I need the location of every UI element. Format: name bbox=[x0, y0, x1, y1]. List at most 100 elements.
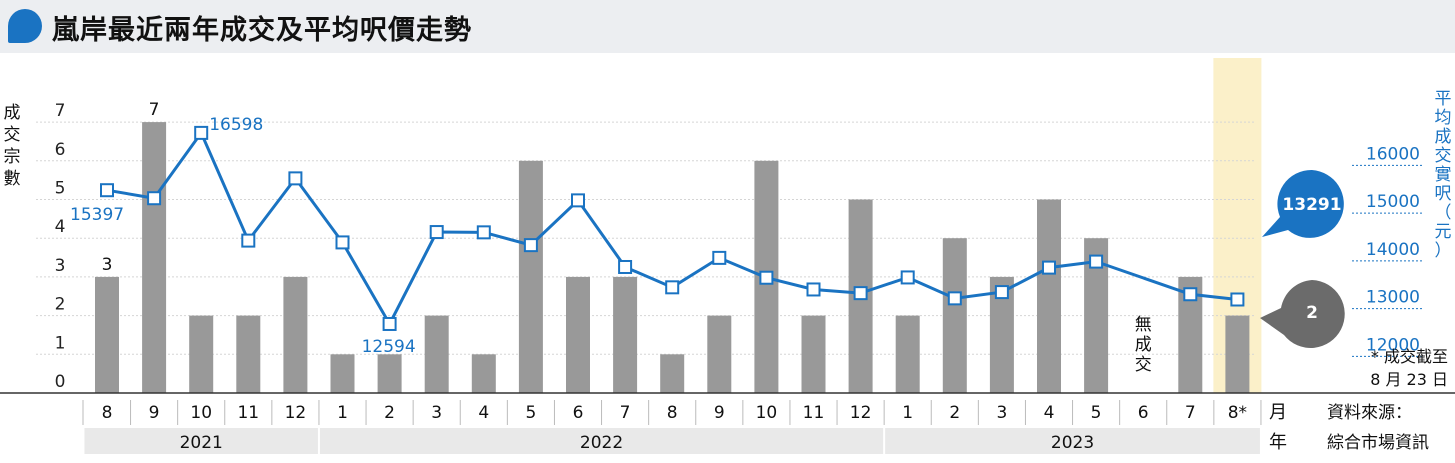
left-tick-label: 1 bbox=[55, 333, 66, 353]
right-tick-label: 14000 bbox=[1366, 240, 1420, 260]
month-axis-label: 月 bbox=[1269, 402, 1287, 423]
price-marker bbox=[288, 171, 303, 186]
no-deal-label: 成 bbox=[1135, 335, 1152, 355]
month-label: 4 bbox=[478, 403, 489, 423]
count-callout-label: 2 bbox=[1306, 303, 1318, 323]
left-axis-label: 宗 bbox=[4, 147, 21, 167]
bar-value-label: 3 bbox=[102, 255, 113, 275]
left-tick-label: 3 bbox=[55, 256, 66, 276]
price-marker bbox=[1089, 254, 1104, 269]
bar bbox=[1225, 315, 1250, 393]
bar bbox=[566, 276, 590, 393]
chart-area: 01234567120001300014000150001600037無成交15… bbox=[0, 58, 1455, 454]
right-axis-label: 實 bbox=[1435, 165, 1452, 185]
bar bbox=[236, 315, 261, 393]
left-tick-label: 6 bbox=[55, 140, 66, 160]
right-axis-label: 均 bbox=[1435, 108, 1452, 128]
year-band bbox=[885, 428, 1260, 454]
bar bbox=[801, 315, 826, 393]
year-band bbox=[84, 428, 318, 454]
bar bbox=[707, 315, 732, 393]
month-label: 9 bbox=[149, 403, 160, 423]
price-marker bbox=[806, 282, 821, 297]
price-marker bbox=[900, 270, 915, 285]
price-marker bbox=[665, 280, 680, 295]
price-marker bbox=[759, 270, 774, 285]
price-marker bbox=[335, 235, 350, 250]
month-label: 4 bbox=[1044, 403, 1055, 423]
year-band bbox=[319, 428, 884, 454]
month-label: 10 bbox=[756, 403, 778, 423]
price-marker bbox=[618, 259, 633, 274]
bar bbox=[1037, 199, 1061, 393]
bar bbox=[95, 276, 119, 393]
bar bbox=[283, 276, 308, 393]
left-tick-label: 5 bbox=[55, 179, 66, 199]
month-label: 8* bbox=[1228, 403, 1247, 423]
speech-bubble-icon bbox=[8, 9, 42, 43]
right-axis-label: 元 bbox=[1435, 222, 1452, 242]
bar bbox=[895, 315, 920, 393]
note-line-1: * 成交截至 bbox=[1371, 347, 1448, 366]
right-tick-label: 13000 bbox=[1366, 288, 1420, 308]
price-value-label: 12594 bbox=[362, 337, 416, 357]
month-label: 6 bbox=[573, 403, 584, 423]
price-marker bbox=[147, 191, 162, 206]
right-axis-label: ） bbox=[1435, 241, 1452, 261]
left-axis-label: 數 bbox=[4, 169, 21, 189]
bar-value-label: 7 bbox=[149, 100, 160, 120]
price-marker bbox=[571, 193, 585, 208]
price-marker bbox=[476, 225, 491, 240]
price-marker bbox=[100, 183, 114, 198]
source-name: 綜合市場資訊 bbox=[1327, 433, 1429, 453]
header-bar: 嵐岸最近兩年成交及平均呎價走勢 bbox=[0, 0, 1455, 53]
price-callout-bubble bbox=[1262, 169, 1344, 238]
month-label: 10 bbox=[190, 403, 212, 423]
price-value-label: 15397 bbox=[70, 205, 124, 225]
month-label: 1 bbox=[337, 403, 348, 423]
month-label: 12 bbox=[285, 403, 307, 423]
right-axis-label: 呎 bbox=[1435, 184, 1452, 204]
price-marker bbox=[382, 316, 397, 331]
right-tick-label: 12000 bbox=[1366, 335, 1420, 355]
price-marker bbox=[1042, 260, 1056, 275]
price-marker bbox=[947, 291, 962, 306]
bar bbox=[660, 354, 685, 393]
left-tick-label: 7 bbox=[55, 101, 66, 121]
month-label: 3 bbox=[996, 403, 1007, 423]
month-label: 7 bbox=[1185, 403, 1196, 423]
month-label: 5 bbox=[1091, 403, 1102, 423]
left-tick-label: 4 bbox=[55, 217, 66, 237]
month-label: 8 bbox=[667, 403, 678, 423]
right-axis-label: （ bbox=[1435, 203, 1452, 223]
price-marker bbox=[853, 286, 868, 301]
month-label: 6 bbox=[1138, 403, 1149, 423]
year-label: 2023 bbox=[1051, 433, 1094, 453]
left-tick-label: 2 bbox=[55, 295, 66, 315]
note-line-2: 8 月 23 日 bbox=[1370, 370, 1448, 389]
month-label: 11 bbox=[803, 403, 825, 423]
month-label: 5 bbox=[525, 403, 536, 423]
price-marker bbox=[994, 285, 1009, 300]
bar bbox=[330, 354, 355, 393]
price-marker bbox=[241, 233, 256, 248]
right-tick-label: 15000 bbox=[1366, 192, 1420, 212]
month-label: 9 bbox=[714, 403, 725, 423]
year-label: 2022 bbox=[580, 433, 623, 453]
price-marker bbox=[194, 125, 209, 140]
price-marker bbox=[712, 250, 727, 265]
bar bbox=[142, 122, 167, 393]
bar bbox=[942, 238, 967, 393]
right-axis-label: 成 bbox=[1435, 127, 1452, 147]
no-deal-label: 無 bbox=[1135, 315, 1152, 335]
month-label: 12 bbox=[850, 403, 872, 423]
year-axis-label: 年 bbox=[1269, 432, 1287, 453]
source-label: 資料來源： bbox=[1327, 403, 1412, 423]
left-axis-label: 交 bbox=[4, 125, 21, 145]
left-axis-label: 成 bbox=[4, 103, 21, 123]
price-value-label: 16598 bbox=[209, 115, 263, 135]
month-label: 7 bbox=[620, 403, 631, 423]
price-line bbox=[106, 129, 1238, 328]
right-axis-label: 交 bbox=[1435, 146, 1452, 166]
price-marker bbox=[523, 238, 538, 253]
